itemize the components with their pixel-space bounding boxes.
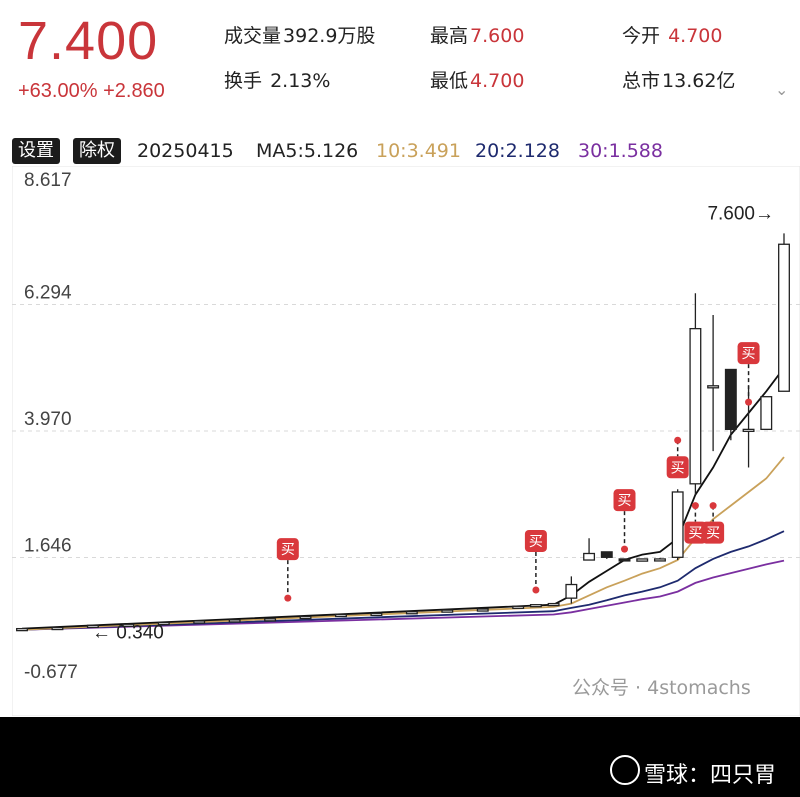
- candle-body: [370, 612, 383, 617]
- buy-signal-dot: [621, 545, 629, 553]
- y-tick-label: 6.294: [24, 282, 72, 303]
- candle-body: [51, 626, 64, 631]
- open-value: 4.700: [668, 25, 723, 47]
- candle-body: [547, 602, 560, 607]
- candle-body: [724, 368, 737, 431]
- low-stat: 最低 4.700: [430, 66, 524, 93]
- buy-badge-label: 买: [688, 526, 702, 542]
- candle-body: [689, 327, 702, 485]
- volume-stat: 成交量 392.9万股: [224, 21, 375, 48]
- candle-body: [583, 552, 596, 561]
- buy-badge: [702, 521, 725, 544]
- kline-chart[interactable]: 8.617 6.294 3.970 1.646 -0.677 买买买买买买买 7.600→ ←…: [12, 166, 800, 716]
- market-cap-value: 13.62亿: [662, 70, 736, 92]
- buy-badge-label: 买: [742, 346, 756, 362]
- min-price-label: ← 0.340: [92, 623, 164, 644]
- settings-button[interactable]: 设置: [12, 138, 60, 164]
- candle-body: [86, 624, 99, 629]
- buy-signal-dot: [532, 586, 540, 594]
- buy-signal-dot: [284, 594, 292, 602]
- buy-badge-label: 买: [618, 493, 632, 509]
- candle-body: [565, 583, 578, 599]
- ex-rights-button[interactable]: 除权: [73, 138, 121, 164]
- buy-signal-dot: [674, 436, 682, 444]
- volume-value: 392.9万股: [283, 25, 376, 47]
- ma30-line: [21, 559, 785, 631]
- buy-badge: [737, 342, 760, 365]
- footer-brand: 雪球：四只胃: [643, 763, 776, 788]
- candle-body: [760, 396, 773, 431]
- candle-body: [600, 551, 613, 558]
- bar-date: 20250415: [137, 140, 234, 162]
- candle-body: [742, 428, 755, 433]
- candle-body: [441, 609, 454, 613]
- low-value: 4.700: [470, 70, 525, 92]
- turnover-value: 2.13%: [270, 70, 331, 92]
- candle-body: [122, 623, 135, 627]
- turnover-stat: 换手 2.13%: [224, 66, 330, 93]
- buy-badge: [524, 529, 547, 552]
- volume-label: 成交量: [224, 25, 282, 47]
- ma10-value: 10:3.491: [376, 140, 461, 162]
- candle-body: [671, 491, 684, 558]
- candle-body: [476, 608, 489, 612]
- footer-bar: 雪球：四只胃: [0, 717, 800, 797]
- ma30-value: 30:1.588: [578, 140, 663, 162]
- candle-body: [707, 385, 720, 389]
- candle-body: [264, 618, 277, 622]
- open-stat: 今开 4.700: [622, 21, 722, 48]
- buy-badge-label: 买: [281, 542, 295, 558]
- ma5-value: MA5:5.126: [256, 140, 359, 162]
- candle-body: [157, 621, 170, 626]
- candle-body: [299, 616, 312, 620]
- xueqiu-logo-icon: [610, 755, 640, 785]
- candle-body: [512, 605, 525, 609]
- buy-badge: [666, 456, 689, 479]
- market-cap-stat: 总市 13.62亿: [622, 66, 735, 93]
- buy-signal-dot: [745, 398, 753, 406]
- y-tick-label: 8.617: [24, 170, 72, 191]
- market-cap-label: 总市: [622, 70, 661, 92]
- candle-body: [228, 619, 241, 623]
- high-value: 7.600: [470, 25, 525, 47]
- candle-body: [405, 611, 418, 615]
- change-absolute: +2.860: [103, 80, 165, 102]
- max-price-label: 7.600→: [707, 203, 774, 224]
- ma20-value: 20:2.128: [475, 140, 560, 162]
- buy-badge-label: 买: [529, 534, 543, 550]
- open-label: 今开: [622, 25, 661, 47]
- buy-badge-label: 买: [706, 526, 720, 542]
- buy-badge: [276, 538, 299, 561]
- y-tick-label: 1.646: [24, 536, 72, 557]
- price-change: +63.00% +2.860: [18, 80, 165, 103]
- buy-signal-dot: [691, 502, 699, 510]
- high-label: 最高: [430, 25, 469, 47]
- candle-body: [16, 627, 28, 632]
- change-percent: +63.00%: [18, 80, 98, 102]
- buy-badge: [684, 521, 707, 544]
- candle-body: [778, 243, 790, 392]
- candle-body: [636, 558, 649, 562]
- y-tick-label: 3.970: [24, 409, 72, 430]
- ma20-line: [21, 530, 785, 631]
- low-label: 最低: [430, 70, 469, 92]
- high-stat: 最高 7.600: [430, 21, 524, 48]
- ma10-line: [21, 456, 785, 631]
- candle-body: [653, 558, 666, 562]
- expand-icon[interactable]: ⌄: [775, 80, 789, 99]
- turnover-label: 换手: [224, 70, 263, 92]
- chart-toolbar: 设置 除权 20250415 MA5:5.126 10:3.491 20:2.1…: [0, 136, 800, 168]
- buy-badge-label: 买: [671, 460, 685, 476]
- candle-body: [529, 604, 542, 608]
- candle-body: [193, 620, 206, 624]
- y-tick-label: -0.677: [24, 662, 78, 683]
- quote-header: 7.400 +63.00% +2.860 成交量 392.9万股 最高 7.600 …: [0, 0, 800, 125]
- last-price: 7.400: [18, 11, 159, 71]
- candle-body: [618, 558, 631, 562]
- watermark: 公众号 · 4stomachs: [572, 677, 751, 699]
- candle-body: [335, 613, 347, 618]
- buy-signal-dot: [709, 502, 717, 510]
- buy-badge: [613, 489, 636, 512]
